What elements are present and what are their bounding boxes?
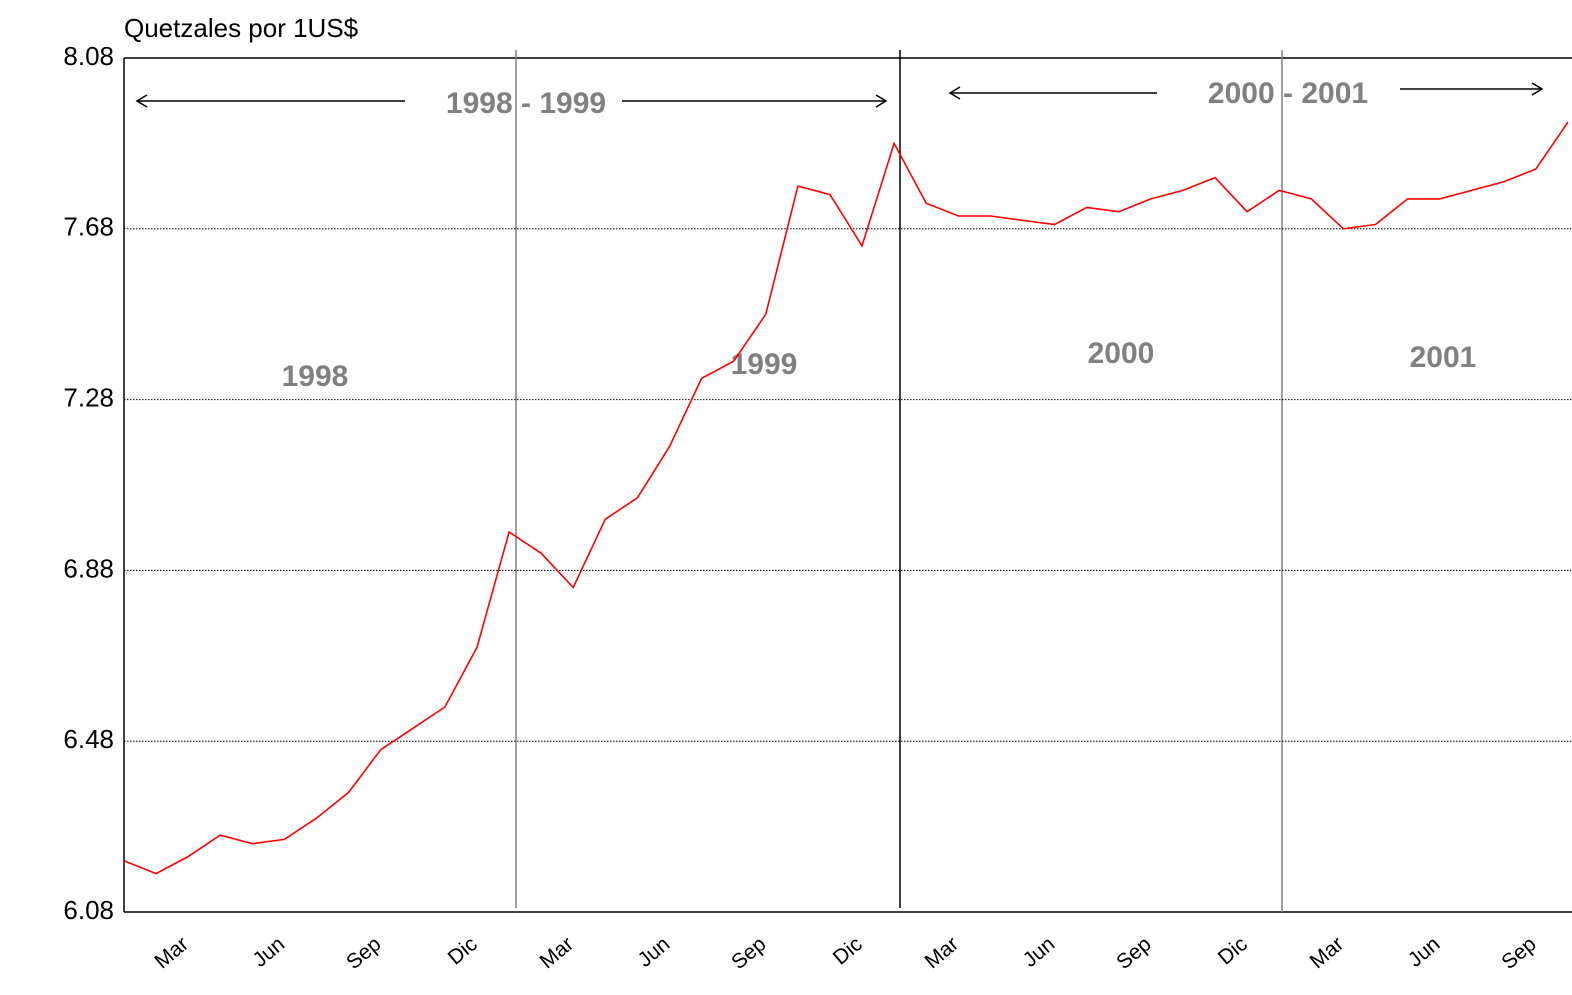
x-tick-label: Sep bbox=[1497, 932, 1540, 974]
y-tick-label: 7.68 bbox=[63, 212, 114, 242]
x-tick-label: Mar bbox=[921, 932, 963, 973]
annotation: 2000 bbox=[1088, 337, 1155, 370]
x-tick-label: Mar bbox=[536, 932, 578, 973]
x-tick-label: Sep bbox=[1112, 932, 1155, 974]
x-tick-label: Jun bbox=[1019, 932, 1060, 971]
x-tick-label: Mar bbox=[150, 932, 192, 973]
x-tick-label: Mar bbox=[1306, 932, 1348, 973]
annotation: 2001 bbox=[1410, 341, 1477, 374]
annotation: 1998 bbox=[282, 360, 349, 393]
data-line bbox=[123, 121, 1569, 875]
x-tick-label: Sep bbox=[727, 932, 770, 974]
y-tick-label: 6.08 bbox=[63, 895, 114, 925]
annotation: 1998 - 1999 bbox=[446, 87, 606, 120]
x-tick-label: Sep bbox=[342, 932, 385, 974]
x-tick-label: Jun bbox=[1404, 932, 1445, 971]
x-tick-label: Dic bbox=[1214, 932, 1252, 969]
annotation: 2000 - 2001 bbox=[1208, 77, 1368, 110]
y-tick-label: 7.28 bbox=[63, 382, 114, 412]
y-axis-label: Quetzales por 1US$ bbox=[124, 13, 359, 43]
x-tick-label: Dic bbox=[444, 932, 482, 969]
y-tick-label: 6.88 bbox=[63, 553, 114, 583]
y-tick-label: 8.08 bbox=[63, 41, 114, 71]
arrows bbox=[135, 82, 1544, 108]
y-tick-label: 6.48 bbox=[63, 724, 114, 754]
x-tick-label: Dic bbox=[829, 932, 867, 969]
annotation: 1999 bbox=[731, 348, 798, 381]
x-tick-label: Jun bbox=[634, 932, 675, 971]
x-tick-label: Jun bbox=[249, 932, 290, 971]
